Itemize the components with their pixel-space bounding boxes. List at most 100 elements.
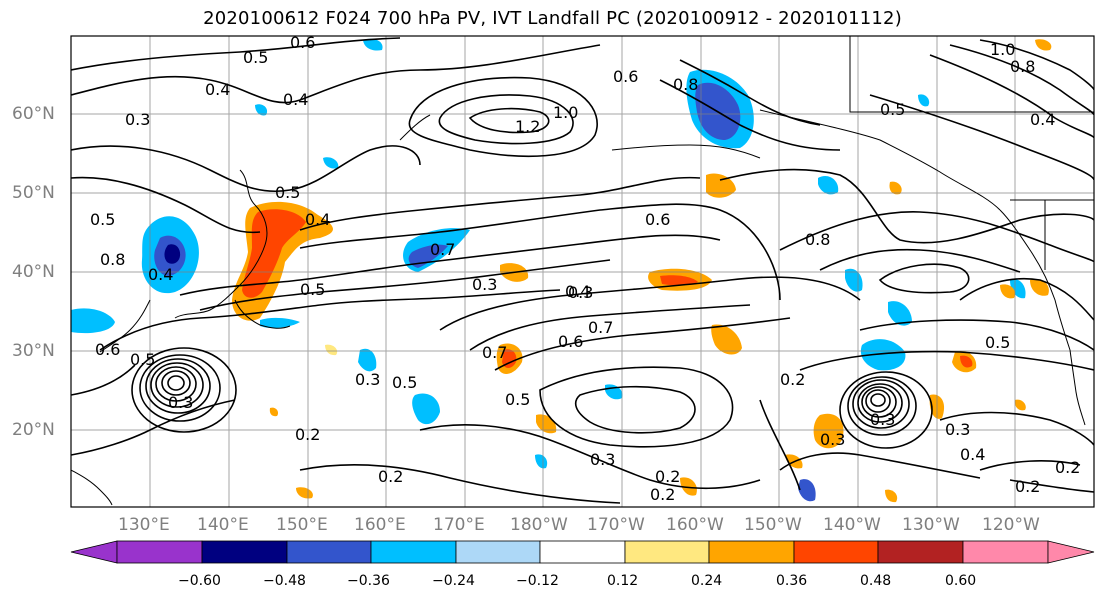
contour-label: 0.3: [870, 410, 895, 429]
positive-anomaly-shading: [889, 181, 902, 195]
contour-label: 1.0: [553, 103, 578, 122]
contour-label: 0.5: [130, 350, 155, 369]
lon-label-140w: 140°W: [823, 515, 881, 535]
contour-label: 0.4: [205, 80, 230, 99]
colorbar-tick-label: 0.12: [607, 573, 639, 589]
contour-label: 0.7: [430, 240, 455, 259]
contour-label: 0.4: [148, 265, 173, 284]
lon-label-130w: 130°W: [902, 515, 960, 535]
contour-label: 0.2: [295, 425, 320, 444]
negative-anomaly-shading: [860, 339, 906, 371]
contour-labels: 0.5 0.6 0.4 0.3 1.0 0.6 0.8 0.4 1.2 0.5 …: [90, 33, 1080, 504]
contour-label: 0.5: [243, 48, 268, 67]
lat-label-20n: 20°N: [12, 420, 55, 440]
negative-anomaly-shading: [363, 38, 383, 51]
colorbar-extend-low: [70, 540, 118, 564]
contour-label: 1.0: [990, 40, 1015, 59]
lon-label-140e: 140°E: [197, 515, 249, 535]
colorbar-tick-label: −0.12: [516, 573, 559, 589]
contour-label: 0.7: [588, 318, 613, 337]
contour-label: 0.5: [880, 100, 905, 119]
positive-anomaly-shading: [680, 477, 697, 496]
lat-label-60n: 60°N: [12, 104, 55, 124]
negative-anomaly-shading: [323, 157, 339, 169]
contour-label: 0.6: [558, 332, 583, 351]
positive-anomaly-shading: [706, 173, 736, 198]
positive-anomaly-shading: [960, 355, 973, 368]
lon-label-160w: 160°W: [666, 515, 724, 535]
lon-label-180w: 180°W: [510, 515, 568, 535]
negative-anomaly-shading: [164, 244, 181, 264]
negative-anomaly-shading: [918, 94, 930, 107]
positive-anomaly-shading: [813, 413, 844, 449]
colorbar-extend-high: [1047, 540, 1095, 564]
contour-label: 0.4: [305, 210, 330, 229]
positive-anomaly-shading: [502, 349, 517, 368]
colorbar-tick-label: −0.48: [263, 573, 306, 589]
lon-label-170w: 170°W: [587, 515, 645, 535]
colorbar-segment: [793, 540, 879, 564]
colorbar-tick-label: 0.24: [691, 573, 723, 589]
contour-label: 0.6: [95, 340, 120, 359]
colorbar-tick-label: 0.48: [860, 573, 892, 589]
contour-label: 0.5: [275, 183, 300, 202]
colorbar: [70, 540, 1095, 564]
negative-anomaly-shading: [358, 348, 377, 372]
gridlines: [71, 36, 1094, 507]
colorbar-tick-label: −0.60: [178, 573, 221, 589]
contour-label: 0.6: [645, 210, 670, 229]
lat-label-50n: 50°N: [12, 183, 55, 203]
plot-frame: [70, 35, 1095, 508]
contour-label: 0.4: [960, 445, 985, 464]
positive-anomaly-shading: [1000, 284, 1016, 299]
colorbar-segment: [539, 540, 626, 564]
positive-anomaly-shading: [269, 407, 279, 417]
contour-label: 0.3: [125, 110, 150, 129]
colorbar-segment: [370, 540, 457, 564]
contour-label: 0.2: [655, 467, 680, 486]
negative-anomaly-shading: [260, 317, 300, 329]
contour-label: 0.8: [100, 250, 125, 269]
positive-anomaly-shading: [885, 489, 898, 503]
colorbar-tick-label: −0.36: [347, 573, 390, 589]
contour-label: 0.8: [673, 75, 698, 94]
negative-anomaly-shading: [535, 454, 548, 469]
negative-anomaly-shading: [818, 175, 839, 195]
contour-label: 0.4: [283, 90, 308, 109]
contour-label: 0.8: [805, 230, 830, 249]
lat-label-40n: 40°N: [12, 262, 55, 282]
contour-label: 0.5: [392, 373, 417, 392]
contour-label: 0.7: [482, 343, 507, 362]
negative-anomaly-shading: [412, 393, 440, 425]
positive-anomaly-shading: [1030, 279, 1049, 296]
contour-label: 0.2: [378, 467, 403, 486]
lon-label-170e: 170°E: [433, 515, 485, 535]
colorbar-segment: [877, 540, 964, 564]
contour-label: 0.2: [780, 370, 805, 389]
contour-label: 0.6: [290, 33, 315, 52]
colorbar-segment: [455, 540, 541, 564]
contour-label: 0.4: [565, 282, 590, 301]
colorbar-segment: [708, 540, 795, 564]
positive-anomaly-shading: [1035, 39, 1052, 51]
positive-anomaly-shading: [296, 487, 313, 499]
contour-label: 0.5: [90, 210, 115, 229]
colorbar-tick-label: −0.24: [432, 573, 475, 589]
contour-label: 0.4: [1030, 110, 1055, 129]
lon-label-160e: 160°E: [354, 515, 406, 535]
lon-label-150e: 150°E: [276, 515, 328, 535]
negative-anomaly-shading: [1010, 279, 1026, 299]
coastlines: [71, 36, 1094, 506]
colorbar-segment: [962, 540, 1049, 564]
contour-label: 0.5: [505, 390, 530, 409]
colorbar-segment: [624, 540, 710, 564]
contour-label: 0.2: [650, 485, 675, 504]
lon-label-120w: 120°W: [982, 515, 1040, 535]
colorbar-tick-label: 0.60: [945, 573, 977, 589]
contour-label: 0.3: [568, 283, 593, 302]
contour-label: 0.3: [168, 393, 193, 412]
contour-label: 0.5: [985, 333, 1010, 352]
contour-label: 0.8: [1010, 57, 1035, 76]
lat-label-30n: 30°N: [12, 341, 55, 361]
